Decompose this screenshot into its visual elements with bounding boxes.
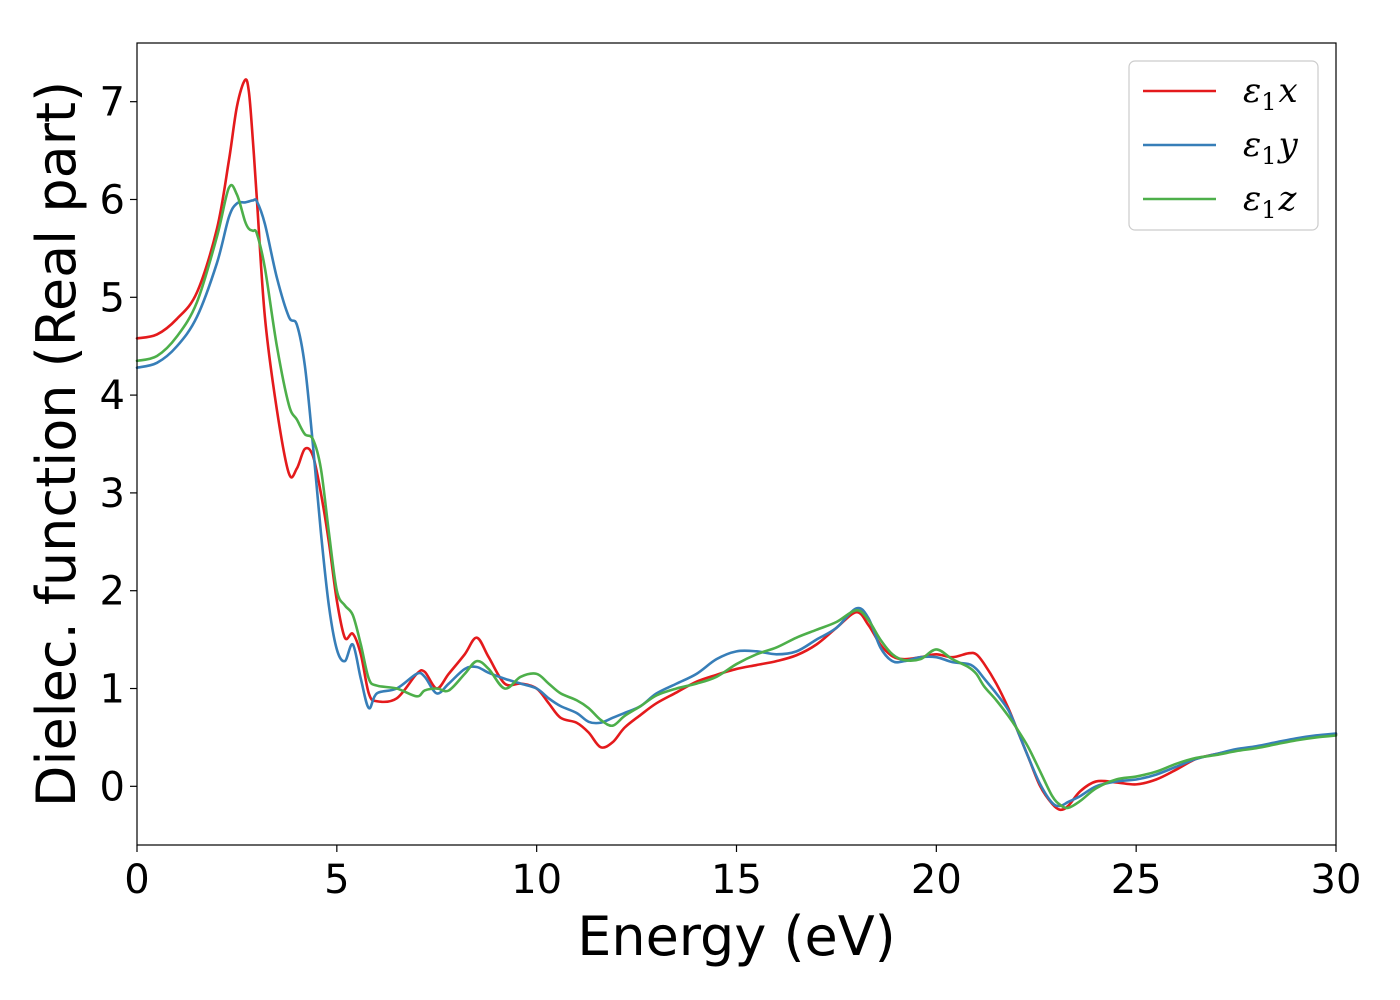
x-tick-label: 15 (711, 857, 762, 903)
legend-box (1128, 60, 1319, 231)
x-tick-label: 25 (1111, 857, 1162, 903)
y-tick-label: 2 (100, 569, 125, 615)
x-axis-ticks: 0 5 10 15 20 25 30 (124, 845, 1361, 903)
y-tick-label: 7 (100, 80, 125, 126)
y-tick-label: 0 (100, 764, 125, 810)
x-axis-title: Energy (eV) (577, 905, 896, 968)
legend: ε1x ε1y ε1z (1128, 60, 1319, 231)
legend-label: ε1x (1243, 71, 1298, 116)
y-axis-ticks: 0 1 2 3 4 5 6 7 (100, 80, 137, 810)
x-tick-label: 0 (124, 857, 149, 903)
series-line-x (135, 78, 1338, 812)
y-tick-label: 5 (100, 275, 125, 321)
y-tick-label: 1 (100, 667, 125, 713)
series-line-z (135, 183, 1338, 810)
y-tick-label: 6 (100, 177, 125, 223)
y-tick-label: 3 (100, 471, 125, 517)
y-tick-label: 4 (100, 373, 125, 419)
x-tick-label: 10 (511, 857, 562, 903)
legend-label: ε1y (1243, 125, 1299, 170)
legend-label: ε1z (1243, 179, 1298, 224)
series-lines (135, 78, 1338, 812)
x-tick-label: 20 (911, 857, 962, 903)
x-tick-label: 5 (324, 857, 349, 903)
x-tick-label: 30 (1311, 857, 1362, 903)
y-axis-title: Dielec. function (Real part) (25, 81, 88, 807)
